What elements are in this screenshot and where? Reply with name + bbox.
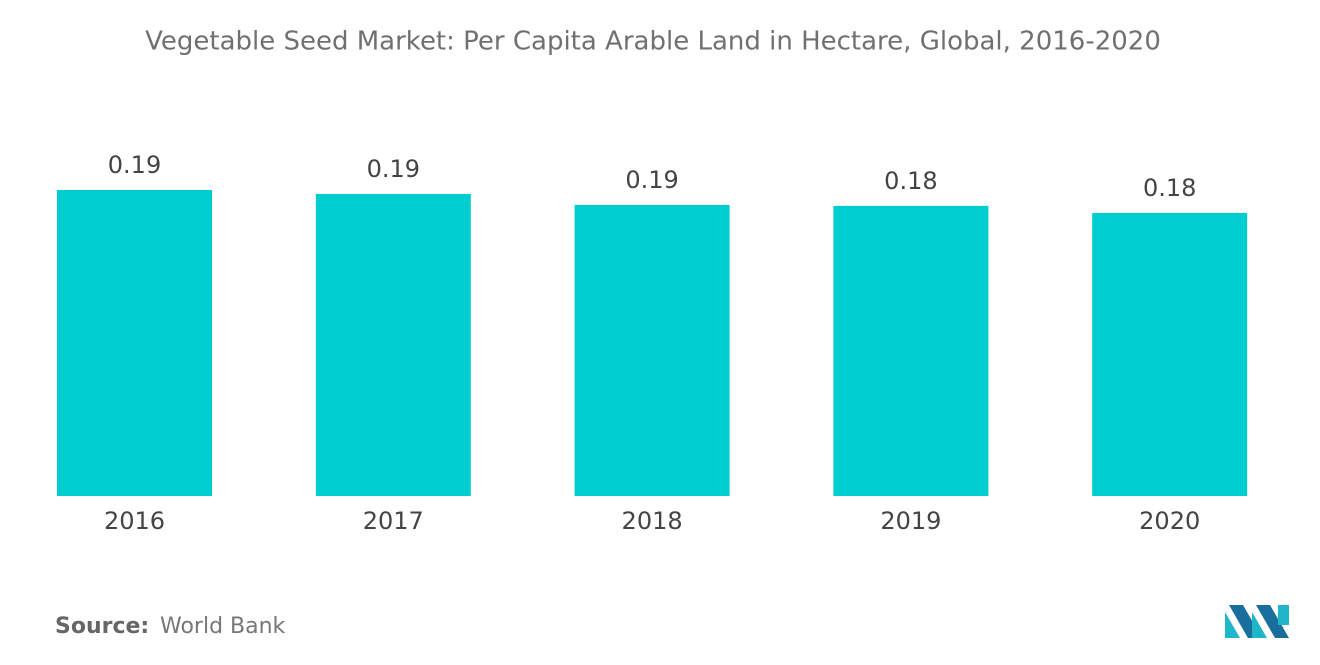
x-tick-label: 2018 <box>622 507 683 535</box>
chart-title: Vegetable Seed Market: Per Capita Arable… <box>145 27 1161 57</box>
bar <box>574 204 730 496</box>
x-tick-label: 2020 <box>1139 507 1200 535</box>
bar <box>57 190 212 496</box>
logo <box>1225 605 1289 638</box>
value-label: 0.19 <box>367 155 420 183</box>
source-text: World Bank <box>160 614 286 639</box>
x-tick-label: 2016 <box>104 507 165 535</box>
value-label: 0.19 <box>108 151 161 179</box>
x-tick-label: 2019 <box>880 507 941 535</box>
value-label: 0.19 <box>625 166 678 194</box>
bar <box>1092 212 1248 496</box>
bar <box>833 205 989 496</box>
value-label: 0.18 <box>884 167 937 195</box>
x-tick-label: 2017 <box>363 507 424 535</box>
bar <box>315 193 471 496</box>
value-label: 0.18 <box>1143 174 1196 202</box>
source-label: Source: <box>55 614 149 639</box>
